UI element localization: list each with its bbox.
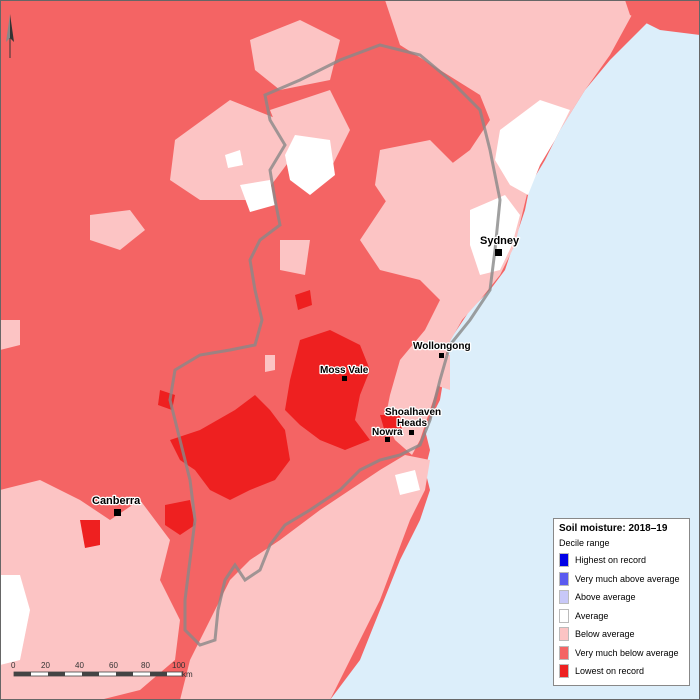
legend-title: Soil moisture: 2018–19 <box>559 523 668 534</box>
legend-label: Very much above average <box>575 573 680 584</box>
sydney-label: Sydney <box>480 235 520 247</box>
sydney-marker <box>495 249 502 256</box>
scale-bar: 0 20 40 60 80 100 km <box>11 661 193 679</box>
shoalhaven-heads-marker <box>409 430 414 435</box>
canberra-label: Canberra <box>92 495 141 507</box>
legend-item: Below average <box>559 625 684 644</box>
legend-items: Highest on record Very much above averag… <box>559 551 684 681</box>
legend-item: Highest on record <box>559 551 684 570</box>
heads-label: Heads <box>397 418 427 429</box>
legend-item: Very much above average <box>559 570 684 589</box>
average-areas <box>0 100 570 665</box>
legend-swatch <box>559 553 569 568</box>
legend-label: Average <box>575 610 609 621</box>
scale-tick-20: 20 <box>41 661 50 670</box>
lowest-on-record-areas <box>80 290 402 548</box>
legend-swatch <box>559 627 569 642</box>
scale-tick-100: 100 <box>172 661 186 670</box>
legend-swatch <box>559 645 569 660</box>
shoalhaven-label: Shoalhaven <box>385 407 441 418</box>
legend-label: Above average <box>575 592 636 603</box>
scale-tick-80: 80 <box>141 661 150 670</box>
legend-swatch <box>559 590 569 605</box>
canberra-marker <box>114 509 121 516</box>
legend-item: Average <box>559 607 684 626</box>
north-arrow-icon <box>6 14 14 58</box>
legend-label: Very much below average <box>575 647 679 658</box>
legend-swatch <box>559 571 569 586</box>
scale-unit: km <box>182 670 193 679</box>
legend-item: Lowest on record <box>559 662 684 681</box>
nowra-label: Nowra <box>372 427 403 438</box>
legend-label: Highest on record <box>575 555 647 566</box>
nowra-marker <box>385 437 390 442</box>
region-boundary <box>168 43 502 647</box>
legend-label: Below average <box>575 629 635 640</box>
legend-label: Lowest on record <box>575 666 645 677</box>
legend-swatch <box>559 664 569 679</box>
moss-vale-label: Moss Vale <box>320 365 369 376</box>
legend-subtitle: Decile range <box>559 538 610 548</box>
legend-swatch <box>559 608 569 623</box>
legend: Soil moisture: 2018–19 Decile range High… <box>553 518 690 686</box>
scale-tick-60: 60 <box>109 661 118 670</box>
scale-tick-40: 40 <box>75 661 84 670</box>
legend-item: Very much below average <box>559 644 684 663</box>
moss-vale-marker <box>342 376 347 381</box>
wollongong-marker <box>439 353 444 358</box>
scale-tick-0: 0 <box>11 661 16 670</box>
wollongong-label: Wollongong <box>413 341 471 352</box>
legend-item: Above average <box>559 588 684 607</box>
